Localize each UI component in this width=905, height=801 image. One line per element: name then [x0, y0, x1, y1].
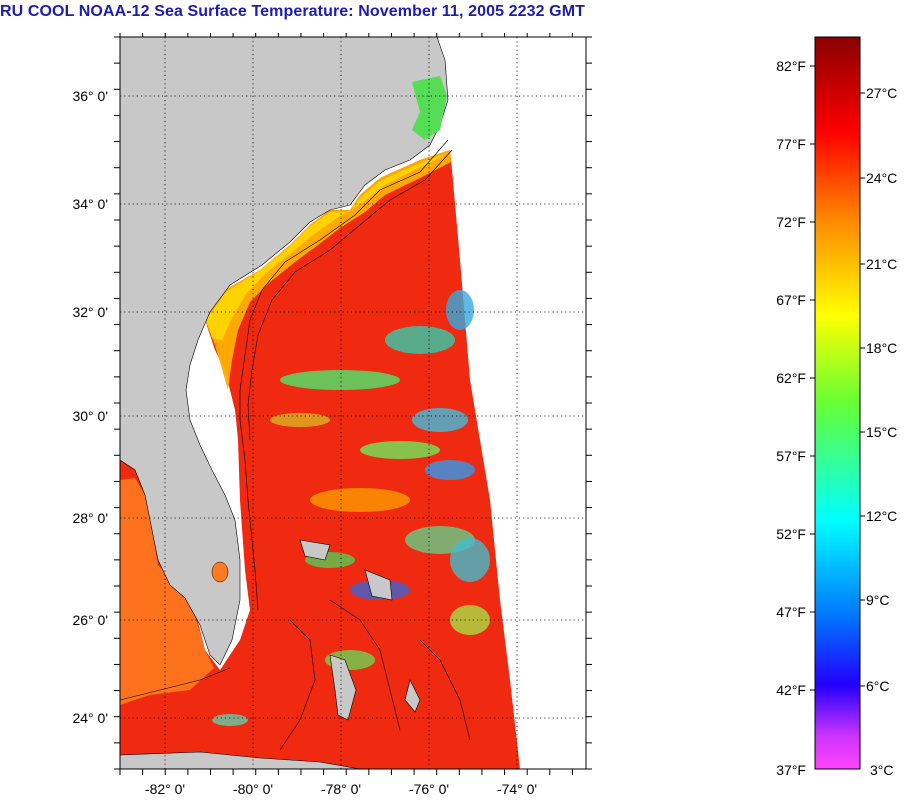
lon-label: -80° 0'	[233, 781, 273, 797]
celsius-label: 15°C	[866, 424, 897, 440]
lon-label: -82° 0'	[145, 781, 185, 797]
colorbar: 82°F 77°F 72°F 67°F 62°F 57°F 52°F 47°F …	[776, 36, 897, 778]
land-us-southeast	[120, 37, 449, 666]
fahrenheit-label: 42°F	[776, 682, 806, 698]
fahrenheit-label: 37°F	[776, 762, 806, 778]
fahrenheit-label: 47°F	[776, 604, 806, 620]
lat-label: 32° 0'	[72, 304, 108, 320]
lat-label: 24° 0'	[72, 710, 108, 726]
map-ticks	[114, 33, 592, 775]
colorbar-ticks	[810, 65, 865, 691]
isobath-contours	[120, 139, 471, 751]
pamlico-sound-patch	[412, 76, 447, 140]
lat-label: 30° 0'	[72, 408, 108, 424]
coastal-yellow-band	[206, 153, 447, 340]
fahrenheit-label: 57°F	[776, 448, 806, 464]
celsius-label: 24°C	[866, 170, 897, 186]
longitude-labels: -82° 0' -80° 0' -78° 0' -76° 0' -74° 0'	[145, 781, 537, 797]
lat-label: 28° 0'	[72, 510, 108, 526]
celsius-label: 3°C	[870, 762, 894, 778]
fahrenheit-label: 77°F	[776, 136, 806, 152]
cool-patches	[212, 290, 490, 726]
cuba-land	[120, 751, 361, 769]
celsius-label: 18°C	[866, 340, 897, 356]
lon-label: -78° 0'	[321, 781, 361, 797]
map-title: RU COOL NOAA-12 Sea Surface Temperature:…	[0, 3, 585, 20]
celsius-label: 21°C	[866, 256, 897, 272]
lon-label: -76° 0'	[409, 781, 449, 797]
fahrenheit-labels: 82°F 77°F 72°F 67°F 62°F 57°F 52°F 47°F …	[776, 58, 806, 778]
fahrenheit-label: 52°F	[776, 526, 806, 542]
fahrenheit-label: 82°F	[776, 58, 806, 74]
lat-label: 34° 0'	[72, 196, 108, 212]
map-panel	[120, 37, 586, 769]
celsius-label: 9°C	[866, 592, 890, 608]
celsius-label: 6°C	[866, 678, 890, 694]
lon-label: -74° 0'	[497, 781, 537, 797]
celsius-label: 12°C	[866, 508, 897, 524]
lake-okeechobee	[211, 561, 229, 583]
latitude-labels: 24° 0' 26° 0' 28° 0' 30° 0' 32° 0' 34° 0…	[72, 88, 108, 726]
celsius-label: 27°C	[866, 85, 897, 101]
graticule	[120, 37, 586, 769]
fahrenheit-label: 72°F	[776, 214, 806, 230]
bahamas-islands	[299, 539, 421, 721]
colorbar-bar	[814, 36, 861, 770]
fahrenheit-label: 62°F	[776, 370, 806, 386]
lat-label: 26° 0'	[72, 612, 108, 628]
gulf-warm-region	[120, 478, 214, 705]
lat-label: 36° 0'	[72, 88, 108, 104]
celsius-labels: 27°C 24°C 21°C 18°C 15°C 12°C 9°C 6°C 3°…	[866, 85, 897, 778]
coastal-cool-band	[205, 150, 451, 390]
fahrenheit-label: 67°F	[776, 292, 806, 308]
